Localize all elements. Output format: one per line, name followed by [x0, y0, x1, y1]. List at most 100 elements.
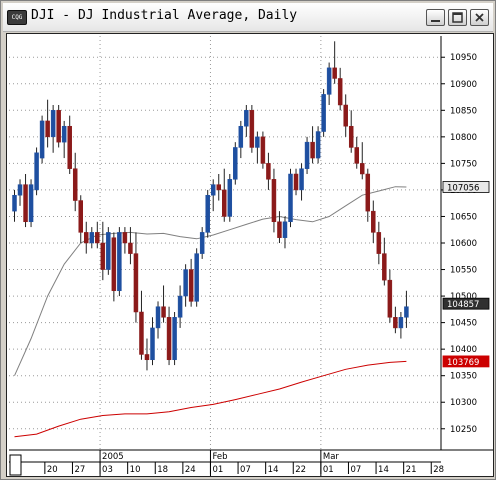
candle-body	[222, 189, 227, 217]
candle	[288, 168, 293, 228]
cqg-app-icon[interactable]: CQG	[7, 10, 27, 25]
candle	[34, 147, 39, 196]
candle	[387, 269, 393, 323]
candle	[100, 221, 106, 281]
candle-body	[155, 306, 161, 329]
y-tick-label: 10500	[450, 292, 477, 302]
x-tick-label: 01	[212, 465, 223, 475]
candle	[177, 285, 183, 328]
candle	[260, 131, 266, 169]
candle-body	[166, 317, 172, 361]
candle	[50, 105, 56, 153]
candle-body	[337, 78, 343, 106]
candle-body	[23, 184, 28, 223]
candle-body	[299, 168, 304, 191]
candle	[238, 120, 244, 159]
candle	[144, 338, 150, 371]
candle-body	[188, 269, 194, 302]
candlestick-chart[interactable]: 10250 10300 10350 10400 10450 10500 10550 10600…	[7, 34, 493, 476]
candle-body	[382, 253, 387, 281]
candle-body	[106, 232, 111, 270]
x-tick-label: 03	[102, 465, 113, 475]
candle	[337, 67, 343, 111]
candle	[371, 200, 376, 243]
candle	[233, 142, 238, 185]
candle	[348, 110, 354, 153]
candle-body	[205, 194, 210, 233]
candle-body	[354, 147, 359, 164]
candle-body	[183, 269, 188, 297]
maximize-icon[interactable]	[448, 9, 467, 26]
candle	[56, 105, 61, 148]
candle	[139, 290, 144, 360]
candle-body	[315, 131, 321, 159]
candle-body	[177, 295, 183, 318]
title-bar[interactable]: CQG DJI - DJ Industrial Average, Daily	[3, 3, 493, 32]
x-tick-label: 20	[47, 465, 58, 475]
candle	[343, 94, 348, 137]
candle-body	[282, 221, 288, 238]
candle-body	[28, 184, 34, 223]
candle-body	[78, 200, 83, 233]
candle	[199, 227, 205, 259]
candle-body	[61, 125, 67, 143]
candle	[95, 221, 100, 249]
x-tick-label: 07	[350, 465, 361, 475]
x-tick-label: 14	[378, 465, 389, 475]
candle-body	[117, 232, 122, 292]
candle	[271, 168, 277, 233]
candle-body	[139, 311, 144, 355]
candle	[166, 306, 172, 366]
price-marker-box	[442, 297, 490, 310]
x-tick-label: 18	[157, 465, 168, 475]
candle	[155, 301, 161, 339]
candle-body	[244, 110, 249, 127]
close-icon[interactable]	[470, 9, 489, 26]
x-tick-label: 21	[406, 465, 417, 475]
candle-body	[194, 253, 199, 302]
candle-body	[56, 110, 61, 143]
candle-body	[343, 104, 348, 127]
candle-body	[133, 253, 139, 313]
candle	[244, 105, 249, 137]
x-tick-label: 24	[185, 465, 196, 475]
candle	[376, 221, 382, 265]
candle	[365, 168, 371, 222]
candle	[249, 105, 255, 153]
candle-body	[227, 179, 233, 217]
candle	[117, 227, 122, 297]
candle	[205, 189, 210, 238]
y-tick-label: 10800	[450, 133, 477, 143]
candle-body	[111, 237, 117, 292]
candle	[194, 248, 199, 307]
candle	[39, 115, 45, 164]
candle	[172, 312, 177, 366]
candle-body	[249, 110, 255, 148]
candle-body	[304, 141, 310, 169]
candle	[304, 136, 310, 174]
price-marker-label: 104857	[447, 300, 479, 310]
candle	[84, 221, 89, 254]
candle	[106, 227, 111, 275]
candle-body	[260, 136, 266, 164]
candle	[310, 126, 315, 164]
candle	[321, 89, 326, 137]
candle	[61, 120, 67, 159]
candle-body	[199, 232, 205, 254]
candle-body	[50, 110, 56, 138]
candle-body	[238, 125, 244, 148]
chart-area[interactable]: 10250 10300 10350 10400 10450 10500 10550 10600…	[6, 33, 494, 477]
candle	[89, 227, 95, 249]
candle	[360, 142, 365, 180]
price-marker-box	[442, 181, 490, 193]
y-tick-label: 10350	[450, 372, 477, 382]
minimize-icon[interactable]	[426, 9, 445, 26]
candle	[216, 174, 221, 201]
y-tick-label: 10450	[450, 319, 477, 329]
y-tick-label: 10950	[450, 53, 477, 63]
candle	[150, 317, 155, 366]
x-tick-label: 10	[130, 465, 141, 475]
candle	[183, 264, 188, 307]
candle	[354, 136, 359, 169]
